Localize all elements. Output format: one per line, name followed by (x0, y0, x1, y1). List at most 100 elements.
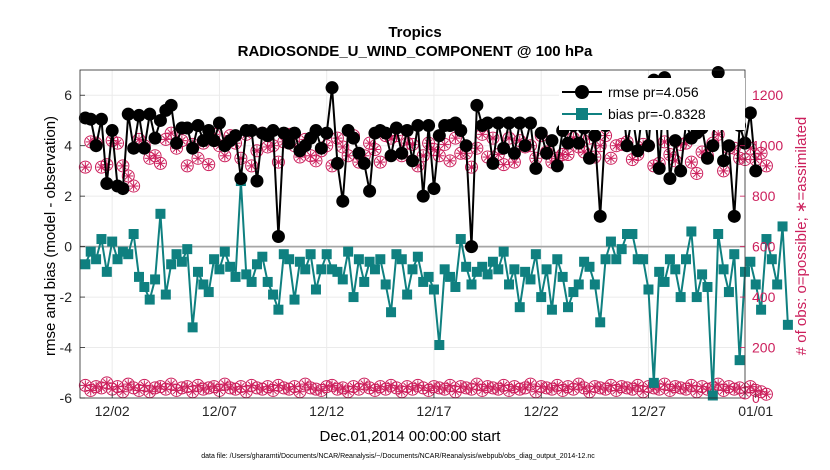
bias-point (386, 307, 397, 318)
obs-assimilated-star (762, 390, 771, 399)
bias-point (504, 279, 515, 290)
obs-possible-circle (111, 380, 125, 394)
rmse-point (116, 182, 130, 196)
rmse-point (363, 184, 377, 198)
bias-point (230, 271, 241, 282)
x-tick-label: 12/27 (631, 403, 666, 419)
bias-point (654, 266, 665, 277)
x-tick-label: 12/02 (95, 403, 130, 419)
obs-assimilated-star (135, 135, 143, 144)
y-tick-label-left: 6 (64, 87, 72, 103)
obs-assimilated-star (478, 386, 487, 395)
bias-point (284, 254, 295, 265)
bias-point (128, 229, 139, 239)
obs-assimilated-star (526, 380, 535, 388)
obs-possible-point (749, 153, 763, 167)
obs-assimilated-star (730, 385, 739, 394)
legend: rmse pr=4.056 bias pr=-0.8328 (559, 78, 745, 130)
obs-assimilated-star (446, 381, 454, 390)
obs-possible-point (373, 155, 387, 169)
bias-point (294, 256, 305, 267)
obs-assimilated-star (601, 385, 610, 394)
legend-box (559, 78, 745, 130)
obs-assimilated-star (247, 162, 256, 170)
bias-point (616, 244, 627, 255)
obs-assimilated-star (446, 156, 454, 165)
obs-assimilated-star (698, 148, 706, 156)
obs-assimilated-star (515, 136, 524, 145)
obs-possible-circle (245, 159, 259, 173)
bias-point (176, 256, 187, 267)
obs-possible-circle (159, 382, 173, 396)
rmse-point (620, 139, 634, 153)
obs-assimilated-star (719, 386, 728, 395)
bias-point (192, 266, 203, 277)
obs-assimilated-star (317, 386, 326, 395)
obs-assimilated-star (628, 385, 637, 394)
obs-assimilated-star (762, 162, 771, 170)
obs-assimilated-star (376, 158, 385, 166)
rmse-point (89, 139, 103, 153)
bias-point (187, 322, 198, 333)
obs-possible-circle (486, 131, 500, 145)
legend-rmse-marker (575, 85, 589, 99)
rmse-point (132, 108, 146, 122)
bias-point (627, 229, 638, 239)
bias-point (498, 246, 509, 257)
bias-point (171, 249, 182, 260)
rmse-point (170, 136, 184, 150)
bias-point (428, 284, 439, 295)
rmse-point (309, 124, 323, 138)
obs-possible-circle (266, 383, 280, 397)
obs-assimilated-star (113, 139, 122, 148)
obs-assimilated-star (473, 380, 481, 388)
obs-assimilated-star (440, 385, 449, 394)
obs-possible-circle (550, 378, 564, 392)
bias-point (423, 271, 434, 282)
bias-point (182, 244, 193, 255)
obs-assimilated-star (306, 151, 315, 160)
obs-possible-circle (759, 387, 773, 401)
bias-point (686, 226, 697, 237)
rmse-point (486, 156, 500, 170)
obs-assimilated-star (687, 381, 696, 390)
obs-possible-circle (733, 381, 747, 395)
obs-assimilated-star (215, 386, 224, 395)
obs-assimilated-star (548, 385, 556, 394)
bias-point (219, 246, 230, 257)
bias-point (681, 254, 692, 265)
bias-point (691, 292, 702, 303)
bias-point (729, 249, 740, 260)
rmse-point (180, 121, 194, 135)
bias-point (439, 264, 450, 275)
bias-point (697, 269, 708, 280)
obs-assimilated-star (666, 150, 674, 159)
obs-assimilated-star (301, 380, 310, 388)
obs-assimilated-star (333, 385, 342, 394)
rmse-point (389, 121, 403, 135)
obs-assimilated-star (633, 381, 642, 390)
obs-assimilated-star (290, 382, 299, 391)
obs-assimilated-star (499, 381, 508, 390)
bias-point (268, 289, 279, 300)
bias-point (584, 261, 595, 272)
rmse-point (196, 134, 210, 148)
rmse-point (282, 136, 296, 150)
obs-possible-point (271, 155, 285, 169)
rmse-point (411, 119, 425, 133)
bias-point (546, 304, 557, 315)
obs-possible-point (368, 142, 382, 156)
obs-possible-point (759, 159, 773, 173)
rmse-point (717, 154, 731, 168)
bias-point (723, 287, 734, 298)
rmse-point (207, 134, 221, 148)
obs-possible-circle (684, 155, 698, 169)
bias-point (713, 229, 724, 239)
rmse-point (121, 107, 135, 121)
obs-possible-circle (497, 378, 511, 392)
bias-point (396, 254, 407, 265)
obs-possible-circle (652, 382, 666, 396)
footnote: data file: /Users/gharamti/Documents/NCA… (201, 453, 595, 460)
obs-assimilated-star (242, 387, 251, 396)
